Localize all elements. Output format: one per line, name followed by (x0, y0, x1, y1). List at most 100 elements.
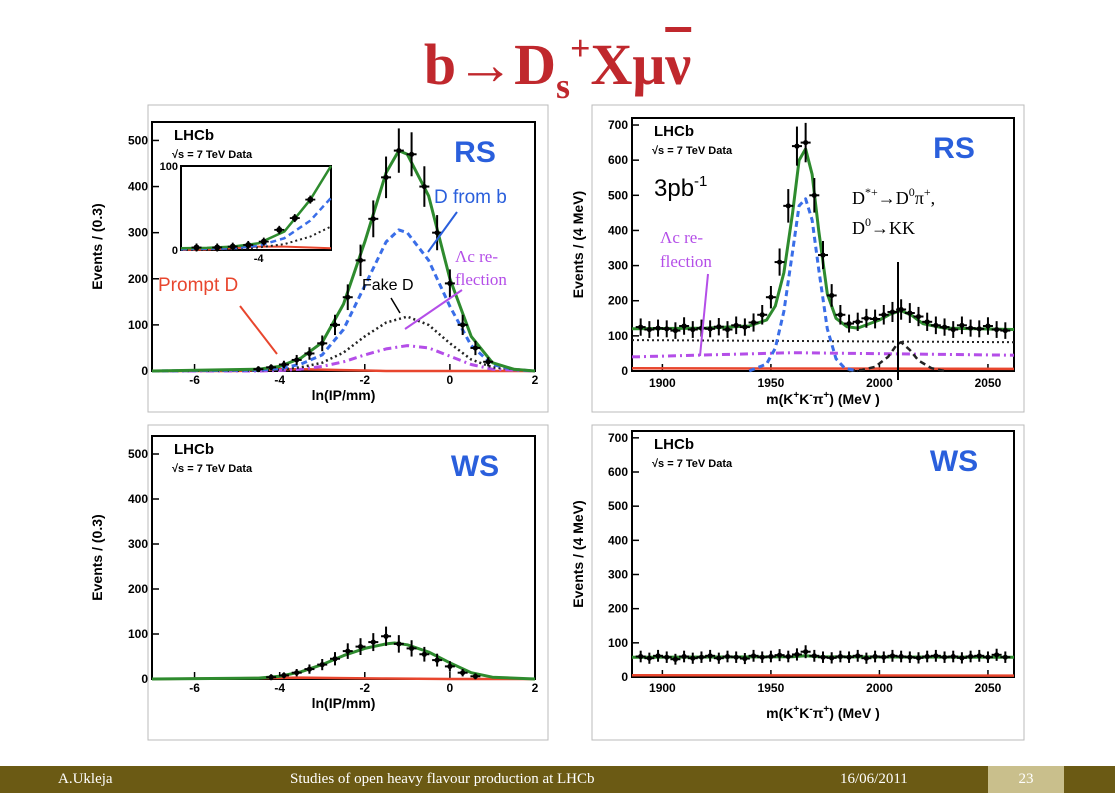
data-point (776, 652, 783, 658)
series-prompt-d-line (631, 366, 1015, 371)
y-tick-label: 300 (128, 226, 148, 240)
prompt-d-label: Prompt D (158, 275, 238, 296)
data-point (803, 649, 809, 655)
data-point (646, 326, 652, 333)
y-tick-label: 200 (608, 602, 628, 616)
data-point (733, 654, 739, 660)
data-point (855, 653, 861, 659)
y-tick-label: 100 (128, 318, 148, 332)
x-tick-label: -4 (274, 373, 285, 387)
data-point (924, 653, 930, 660)
data-point (268, 674, 274, 680)
data-point (907, 654, 913, 660)
data-point (803, 139, 809, 146)
x-tick-label: 2 (532, 373, 539, 387)
data-point (460, 322, 466, 328)
data-point (846, 654, 852, 660)
data-point (959, 322, 965, 328)
data-point (994, 652, 1000, 658)
y-tick-label: 500 (608, 188, 628, 202)
y-tick-label: 600 (608, 465, 628, 479)
y-tick-label: 100 (608, 329, 628, 343)
tag-label: RS (933, 132, 975, 165)
data-point (345, 294, 351, 300)
data-point (383, 174, 389, 180)
x-tick-label: 2050 (975, 376, 1002, 390)
data-point (959, 655, 965, 661)
data-point (985, 323, 991, 329)
data-point (967, 325, 974, 331)
panel-frame (147, 104, 549, 413)
data-point (306, 350, 313, 357)
y-tick-label: 500 (128, 447, 148, 461)
x-tick-label: 0 (447, 373, 454, 387)
data-point (294, 670, 300, 676)
x-tick-label: 1950 (758, 376, 785, 390)
lambda-c-arrow (699, 273, 709, 357)
data-point (716, 655, 722, 661)
data-point (794, 651, 800, 658)
y-tick-label: 200 (608, 294, 628, 308)
data-point (837, 653, 843, 660)
y-tick-label: 0 (621, 670, 628, 684)
data-point (820, 654, 826, 660)
inset-data-point (260, 238, 267, 245)
lambda-c-label-line2: flection (455, 270, 507, 289)
inset-frame (180, 165, 332, 251)
data-point (370, 216, 376, 222)
y-tick-label: 100 (608, 636, 628, 650)
data-point (332, 656, 338, 662)
y-tick-label: 300 (128, 537, 148, 551)
energy-label: √s = 7 TeV Data (652, 145, 733, 157)
inset-data-point (193, 244, 200, 251)
x-tick-label: 1950 (758, 681, 785, 695)
data-point (319, 340, 325, 346)
energy-label: √s = 7 TeV Data (652, 458, 733, 470)
data-point (829, 655, 835, 661)
data-point (985, 654, 991, 660)
y-axis-label: Events / (4 MeV) (570, 191, 586, 298)
y-tick-label: 200 (128, 272, 148, 286)
series-d-from-b-line (151, 228, 536, 373)
data-point (742, 324, 748, 330)
data-point (915, 313, 922, 320)
data-point (742, 655, 748, 662)
data-point (898, 306, 904, 313)
data-point (698, 654, 705, 660)
data-point (664, 654, 670, 660)
data-point (881, 654, 887, 660)
data-point (863, 315, 870, 321)
plot-area (631, 430, 1015, 678)
data-point (829, 292, 835, 299)
energy-label: √s = 7 TeV Data (172, 463, 253, 475)
data-point (811, 192, 817, 198)
data-point (421, 651, 427, 657)
data-point (863, 655, 870, 661)
experiment-label: LHCb (654, 436, 694, 453)
data-point (759, 312, 765, 318)
x-tick-label: 2000 (866, 681, 893, 695)
inset-data-point (291, 215, 298, 222)
panel-frame (591, 424, 1025, 741)
data-point (472, 673, 479, 679)
x-tick-label: 2 (532, 681, 539, 695)
data-point (889, 309, 896, 315)
data-point (733, 322, 739, 328)
data-point (638, 653, 644, 660)
data-point (672, 327, 679, 334)
data-point (447, 663, 453, 670)
data-point (898, 653, 904, 660)
slide-title: b→Ds+Xμν (423, 28, 692, 106)
data-point (933, 653, 939, 659)
data-point (785, 203, 791, 209)
data-point (690, 655, 696, 661)
x-axis-label: ln(IP/mm) (312, 387, 376, 403)
data-point (950, 326, 956, 333)
inset-data-point (307, 196, 314, 203)
data-point (408, 151, 415, 157)
data-point (716, 324, 722, 330)
data-point (421, 183, 427, 190)
data-point (306, 666, 313, 672)
tag-label: RS (454, 136, 496, 169)
data-point (811, 653, 817, 659)
